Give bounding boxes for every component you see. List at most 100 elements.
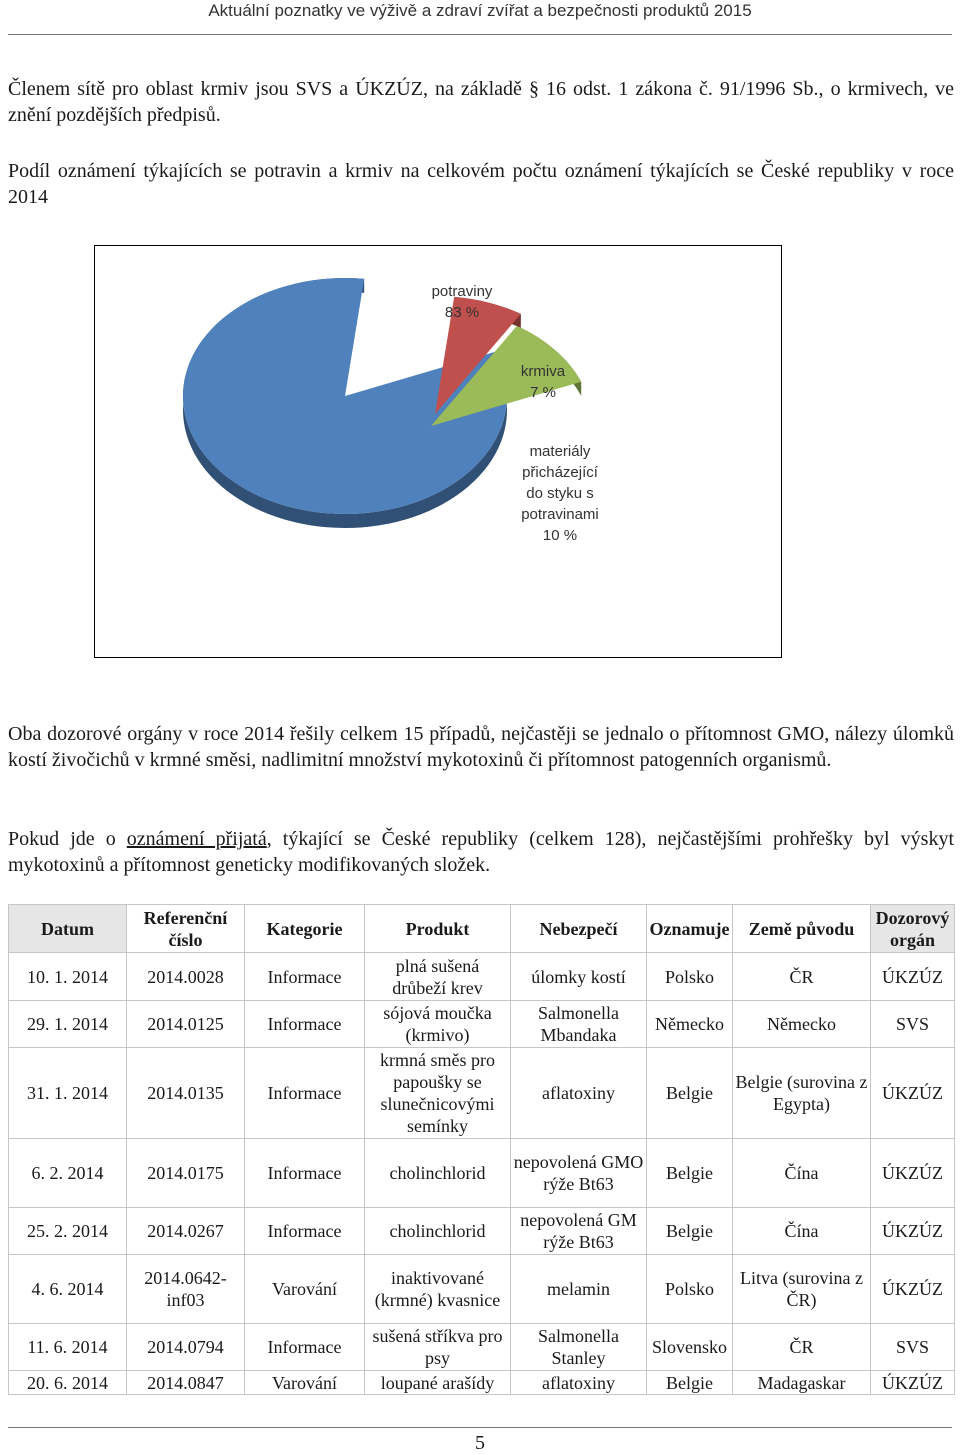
cell-hazard: aflatoxiny: [510, 1047, 647, 1139]
cell-date: 25. 2. 2014: [8, 1207, 127, 1255]
col-header-date: Datum: [8, 904, 127, 953]
running-header-title: Aktuální poznatky ve výživě a zdraví zví…: [208, 1, 752, 20]
cell-reference: 2014.0125: [126, 1000, 245, 1048]
table-row: 10. 1. 2014 2014.0028 Informace plná suš…: [8, 952, 955, 1001]
cell-date: 29. 1. 2014: [8, 1000, 127, 1048]
cell-category: Informace: [244, 1323, 365, 1371]
cell-authority: ÚKZÚZ: [870, 1047, 955, 1139]
table-row: 25. 2. 2014 2014.0267 Informace cholinch…: [8, 1207, 955, 1255]
cell-authority: ÚKZÚZ: [870, 1207, 955, 1255]
cell-category: Informace: [244, 1207, 365, 1255]
cell-product: plná sušená drůbeží krev: [364, 952, 511, 1001]
cell-authority: ÚKZÚZ: [870, 1370, 955, 1395]
cell-origin: Litva (surovina z ČR): [732, 1254, 871, 1324]
pie-slice-label: potraviny 83 %: [432, 283, 493, 321]
pie-chart: potraviny 83 % krmiva 7 % materiály přicházej…: [94, 245, 782, 658]
cell-origin: Belgie (surovina z Egypta): [732, 1047, 871, 1139]
table-row: 31. 1. 2014 2014.0135 Informace krmná sm…: [8, 1047, 955, 1139]
pie-slice: [183, 278, 508, 514]
cell-hazard: melamin: [510, 1254, 647, 1324]
cell-reference: 2014.0135: [126, 1047, 245, 1139]
cases-paragraph: Oba dozorové orgány v roce 2014 řešily c…: [8, 723, 954, 771]
cell-category: Informace: [244, 1138, 365, 1208]
notifications-paragraph: Pokud jde o oznámení přijatá, týkající s…: [8, 826, 954, 878]
cell-notifier: Polsko: [646, 952, 733, 1001]
cell-notifier: Belgie: [646, 1207, 733, 1255]
col-header-product: Produkt: [364, 904, 511, 953]
cell-origin: Čína: [732, 1138, 871, 1208]
cell-hazard: aflatoxiny: [510, 1370, 647, 1395]
cell-date: 6. 2. 2014: [8, 1138, 127, 1208]
cell-origin: Německo: [732, 1000, 871, 1048]
pie-chart-svg: potraviny 83 % krmiva 7 % materiály přicházej…: [183, 278, 599, 544]
cell-reference: 2014.0267: [126, 1207, 245, 1255]
col-header-notifier: Oznamuje: [646, 904, 733, 953]
table-row: 4. 6. 2014 2014.0642-inf03 Varování inak…: [8, 1254, 955, 1324]
cell-product: inaktivované (krmné) kvasnice: [364, 1254, 511, 1324]
footer-divider: [8, 1427, 952, 1428]
chart-heading: Podíl oznámení týkajících se potravin a …: [8, 160, 954, 208]
col-header-hazard: Nebezpečí: [510, 904, 647, 953]
cell-reference: 2014.0794: [126, 1323, 245, 1371]
col-header-authority: Dozorový orgán: [870, 904, 955, 953]
cell-notifier: Belgie: [646, 1370, 733, 1395]
table-row: 11. 6. 2014 2014.0794 Informace sušená s…: [8, 1323, 955, 1371]
cell-reference: 2014.0642-inf03: [126, 1254, 245, 1324]
cell-product: sójová moučka (krmivo): [364, 1000, 511, 1048]
page-number: 5: [475, 1432, 485, 1454]
cell-category: Informace: [244, 952, 365, 1001]
notifications-text-start: Pokud jde o: [8, 828, 127, 850]
cell-date: 31. 1. 2014: [8, 1047, 127, 1139]
cell-hazard: Salmonella Stanley: [510, 1323, 647, 1371]
cell-product: krmná směs pro papoušky se slunečnicovým…: [364, 1047, 511, 1139]
cell-category: Informace: [244, 1000, 365, 1048]
cell-origin: Madagaskar: [732, 1370, 871, 1395]
cell-reference: 2014.0175: [126, 1138, 245, 1208]
cell-reference: 2014.0847: [126, 1370, 245, 1395]
cell-authority: ÚKZÚZ: [870, 952, 955, 1001]
cell-hazard: nepovolená GM rýže Bt63: [510, 1207, 647, 1255]
col-header-reference: Referenční číslo: [126, 904, 245, 953]
pie-slice: [435, 296, 521, 414]
notifications-table: Datum Referenční číslo Kategorie Produkt…: [8, 904, 955, 1395]
cell-hazard: nepovolená GMO rýže Bt63: [510, 1138, 647, 1208]
cell-category: Varování: [244, 1254, 365, 1324]
cell-product: cholinchlorid: [364, 1207, 511, 1255]
cell-authority: ÚKZÚZ: [870, 1138, 955, 1208]
cell-date: 4. 6. 2014: [8, 1254, 127, 1324]
header-divider: [8, 34, 952, 35]
cell-authority: SVS: [870, 1323, 955, 1371]
cell-notifier: Německo: [646, 1000, 733, 1048]
cell-authority: ÚKZÚZ: [870, 1254, 955, 1324]
cell-date: 20. 6. 2014: [8, 1370, 127, 1395]
table-row: 20. 6. 2014 2014.0847 Varování loupané a…: [8, 1370, 955, 1395]
table-row: 6. 2. 2014 2014.0175 Informace cholinchl…: [8, 1138, 955, 1208]
cell-product: cholinchlorid: [364, 1138, 511, 1208]
cell-product: loupané arašídy: [364, 1370, 511, 1395]
cell-category: Informace: [244, 1047, 365, 1139]
cell-product: sušená stříkva pro psy: [364, 1323, 511, 1371]
cell-notifier: Belgie: [646, 1138, 733, 1208]
cell-authority: SVS: [870, 1000, 955, 1048]
pie-slice: [431, 325, 582, 426]
cell-hazard: úlomky kostí: [510, 952, 647, 1001]
cell-date: 11. 6. 2014: [8, 1323, 127, 1371]
table-row: 29. 1. 2014 2014.0125 Informace sójová m…: [8, 1000, 955, 1048]
col-header-category: Kategorie: [244, 904, 365, 953]
cell-reference: 2014.0028: [126, 952, 245, 1001]
notifications-text-end: , týkající se České republiky (celkem 12…: [8, 828, 954, 876]
cell-category: Varování: [244, 1370, 365, 1395]
pie-slice-label: krmiva 7 %: [521, 363, 566, 401]
cell-notifier: Slovensko: [646, 1323, 733, 1371]
cell-hazard: Salmonella Mbandaka: [510, 1000, 647, 1048]
notifications-underlined: oznámení přijatá: [126, 828, 267, 850]
col-header-origin: Země původu: [732, 904, 871, 953]
pie-slice-label: materiály přicházející do styku s potravina…: [521, 443, 599, 544]
running-header: Aktuální poznatky ve výživě a zdraví zví…: [0, 0, 960, 36]
cell-origin: ČR: [732, 952, 871, 1001]
cell-origin: Čína: [732, 1207, 871, 1255]
table-header-row: Datum Referenční číslo Kategorie Produkt…: [8, 904, 955, 953]
cell-origin: ČR: [732, 1323, 871, 1371]
cell-notifier: Polsko: [646, 1254, 733, 1324]
cell-notifier: Belgie: [646, 1047, 733, 1139]
